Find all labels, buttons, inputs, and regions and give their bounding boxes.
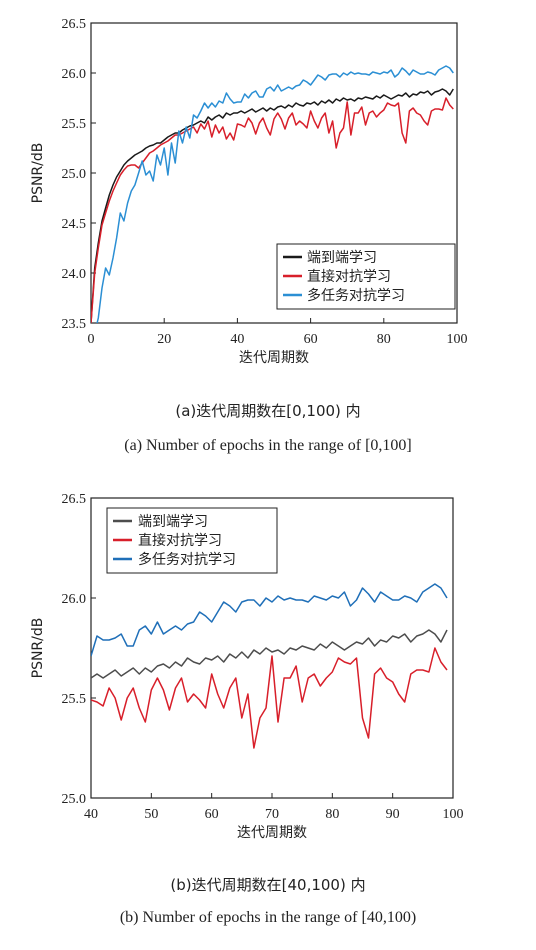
y-tick-label-b-0: 25.0	[62, 792, 87, 807]
series-line-b-1	[91, 647, 448, 749]
x-ticks-b: 40 50 60 70 80 90 100	[84, 793, 464, 822]
chart-b: 25.0 25.5 26.0 26.5 40 50 60 70 80 90 100 PSNR/dB…	[30, 492, 464, 841]
x-axis-label-b: 迭代周期数	[237, 825, 307, 841]
x-axis-label-a: 迭代周期数	[239, 350, 309, 366]
x-tick-label-a-4: 80	[377, 332, 391, 347]
legend-label-a-0: 端到端学习	[307, 250, 377, 266]
x-tick-label-a-2: 40	[230, 332, 244, 347]
legend-a: 端到端学习 直接对抗学习 多任务对抗学习	[276, 243, 456, 310]
legend-label-a-2: 多任务对抗学习	[307, 287, 405, 304]
y-ticks-a: 23.5 24.0 24.5 25.0 25.5 26.0 26.5	[62, 17, 96, 332]
y-axis-label-b: PSNR/dB	[30, 618, 46, 679]
y-tick-label-a-4: 25.5	[62, 117, 87, 132]
legend-label-b-1: 直接对抗学习	[138, 532, 222, 549]
legend-label-a-1: 直接对抗学习	[307, 268, 391, 285]
caption-b-chinese: (b)迭代周期数在[40,100) 内	[170, 876, 366, 894]
x-tick-label-b-6: 100	[443, 807, 464, 822]
y-tick-label-a-3: 25.0	[62, 167, 87, 182]
x-ticks-a: 0 20 40 60 80 100	[88, 318, 468, 347]
legend-b: 端到端学习 直接对抗学习 多任务对抗学习	[106, 507, 278, 574]
caption-a-chinese: (a)迭代周期数在[0,100) 内	[175, 402, 361, 420]
x-tick-label-b-5: 90	[386, 807, 400, 822]
series-lines-b	[91, 583, 448, 749]
caption-a-english: (a) Number of epochs in the range of [0,…	[124, 437, 412, 454]
x-tick-label-b-3: 70	[265, 807, 279, 822]
y-axis-label-a: PSNR/dB	[30, 143, 46, 204]
x-tick-label-b-1: 50	[144, 807, 158, 822]
x-tick-label-b-0: 40	[84, 807, 98, 822]
plot-area-b: 25.0 25.5 26.0 26.5 40 50 60 70 80 90 100	[62, 492, 464, 822]
y-tick-label-b-1: 25.5	[62, 692, 87, 707]
plot-area-a: 23.5 24.0 24.5 25.0 25.5 26.0 26.5 0 20 40 60 80 10…	[62, 17, 468, 347]
y-tick-label-a-5: 26.0	[62, 67, 87, 82]
x-tick-label-a-1: 20	[157, 332, 171, 347]
series-line-b-0	[91, 629, 448, 679]
x-tick-label-a-0: 0	[88, 332, 95, 347]
x-tick-label-a-3: 60	[304, 332, 318, 347]
series-lines-a	[91, 65, 454, 323]
series-line-a-1	[91, 97, 454, 323]
legend-box-a	[276, 243, 456, 310]
legend-label-b-0: 端到端学习	[138, 514, 208, 530]
x-tick-label-b-4: 80	[325, 807, 339, 822]
y-tick-label-a-1: 24.0	[62, 267, 87, 282]
x-tick-label-a-5: 100	[447, 332, 468, 347]
series-line-a-2	[91, 65, 454, 323]
y-tick-label-a-0: 23.5	[62, 317, 87, 332]
y-tick-label-a-6: 26.5	[62, 17, 87, 32]
legend-box-b	[106, 507, 278, 574]
series-line-b-2	[91, 583, 448, 657]
x-tick-label-b-2: 60	[205, 807, 219, 822]
y-tick-label-b-3: 26.5	[62, 492, 87, 507]
chart-a: 23.5 24.0 24.5 25.0 25.5 26.0 26.5 0 20 40 60 80 10…	[30, 17, 468, 366]
y-tick-label-b-2: 26.0	[62, 592, 87, 607]
y-tick-label-a-2: 24.5	[62, 217, 87, 232]
y-ticks-b: 25.0 25.5 26.0 26.5	[62, 492, 96, 807]
legend-label-b-2: 多任务对抗学习	[138, 551, 236, 568]
caption-b-english: (b) Number of epochs in the range of [40…	[119, 909, 417, 926]
series-line-a-0	[91, 88, 454, 323]
